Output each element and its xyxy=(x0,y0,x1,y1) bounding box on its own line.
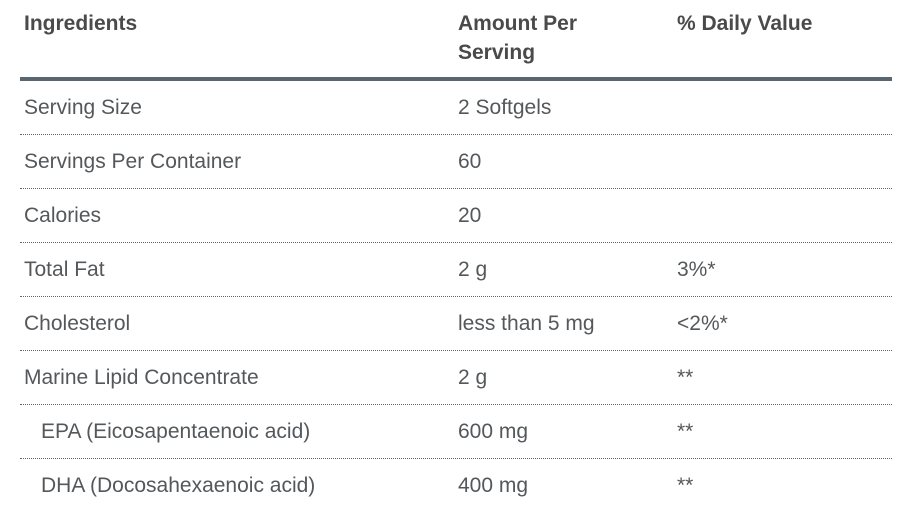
table-row: Cholesterol less than 5 mg <2%* xyxy=(20,297,892,351)
table-row: Total Fat 2 g 3%* xyxy=(20,243,892,297)
daily-value-cell: ** xyxy=(677,474,694,497)
amount-cell: 2 g xyxy=(458,257,488,281)
daily-value-cell: 3%* xyxy=(677,257,716,281)
table-row: Servings Per Container 60 xyxy=(20,135,892,189)
table-header-row: Ingredients Amount Per Serving % Daily V… xyxy=(20,0,892,81)
amount-cell: 600 mg xyxy=(458,419,529,443)
daily-value-cell: <2%* xyxy=(677,311,728,335)
ingredient-cell: Marine Lipid Concentrate xyxy=(24,365,259,389)
amount-cell: less than 5 mg xyxy=(458,311,595,335)
table-row-sub-ingredient: EPA (Eicosapentaenoic acid) 600 mg ** xyxy=(20,405,892,459)
ingredient-cell: Servings Per Container xyxy=(24,149,242,173)
amount-cell: 400 mg xyxy=(458,474,529,497)
header-ingredients: Ingredients xyxy=(24,12,138,35)
amount-cell: 2 Softgels xyxy=(458,95,552,119)
daily-value-cell: ** xyxy=(677,365,694,389)
table-row-sub-ingredient: DHA (Docosahexaenoic acid) 400 mg ** xyxy=(20,459,892,513)
supplement-facts-table: Ingredients Amount Per Serving % Daily V… xyxy=(20,0,892,513)
amount-cell: 20 xyxy=(458,203,482,227)
ingredient-cell: Serving Size xyxy=(24,95,142,119)
table-row: Calories 20 xyxy=(20,189,892,243)
ingredient-cell: Cholesterol xyxy=(24,311,131,335)
ingredient-cell: EPA (Eicosapentaenoic acid) xyxy=(41,419,311,443)
ingredient-cell: Total Fat xyxy=(24,257,105,281)
table-row: Serving Size 2 Softgels xyxy=(20,81,892,135)
header-amount-per-serving-label: Amount Per Serving xyxy=(458,12,578,64)
table-row: Marine Lipid Concentrate 2 g ** xyxy=(20,351,892,405)
ingredient-cell: Calories xyxy=(24,203,102,227)
daily-value-cell: ** xyxy=(677,419,694,443)
header-amount-per-serving: Amount Per Serving xyxy=(458,9,677,67)
amount-cell: 2 g xyxy=(458,365,488,389)
header-daily-value: % Daily Value xyxy=(677,12,813,35)
amount-cell: 60 xyxy=(458,149,482,173)
ingredient-cell: DHA (Docosahexaenoic acid) xyxy=(41,474,316,497)
